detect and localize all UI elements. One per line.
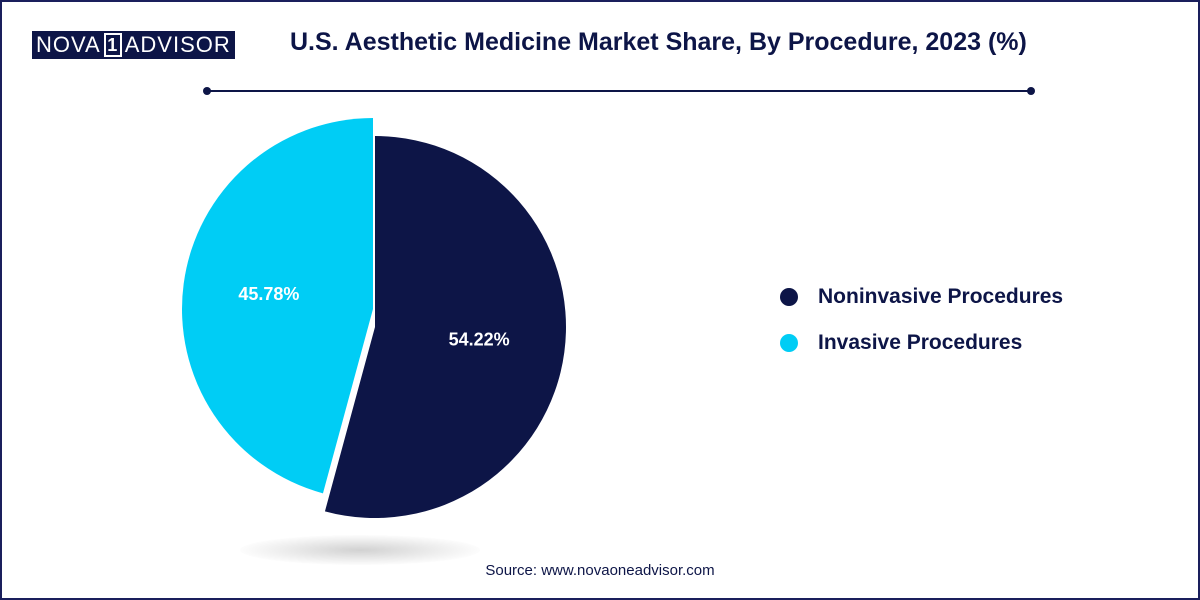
legend: Noninvasive Procedures Invasive Procedur… (780, 282, 1063, 374)
logo-text-right: ADVISOR (124, 32, 231, 57)
legend-label-noninvasive: Noninvasive Procedures (818, 285, 1064, 308)
divider-dot-left (203, 87, 211, 95)
legend-item-noninvasive: Noninvasive Procedures (780, 282, 1063, 312)
slice-label-invasive: 45.78% (238, 284, 299, 304)
logo-text-left: NOVA (36, 32, 101, 57)
legend-swatch-invasive (780, 334, 798, 352)
divider-dot-right (1027, 87, 1035, 95)
pie-slice-noninvasive (324, 136, 566, 518)
legend-item-invasive: Invasive Procedures (780, 328, 1063, 358)
legend-swatch-noninvasive (780, 288, 798, 306)
slice-label-noninvasive: 54.22% (449, 330, 510, 350)
pie-shadow (240, 535, 480, 565)
title-divider (203, 87, 1035, 95)
logo-number: 1 (103, 33, 122, 57)
pie-slice-invasive (182, 118, 373, 494)
legend-label-invasive: Invasive Procedures (818, 331, 1023, 354)
chart-title: U.S. Aesthetic Medicine Market Share, By… (290, 28, 1027, 56)
brand-logo: NOVA 1 ADVISOR (32, 31, 235, 59)
source-note: Source: www.novaoneadvisor.com (485, 562, 715, 579)
